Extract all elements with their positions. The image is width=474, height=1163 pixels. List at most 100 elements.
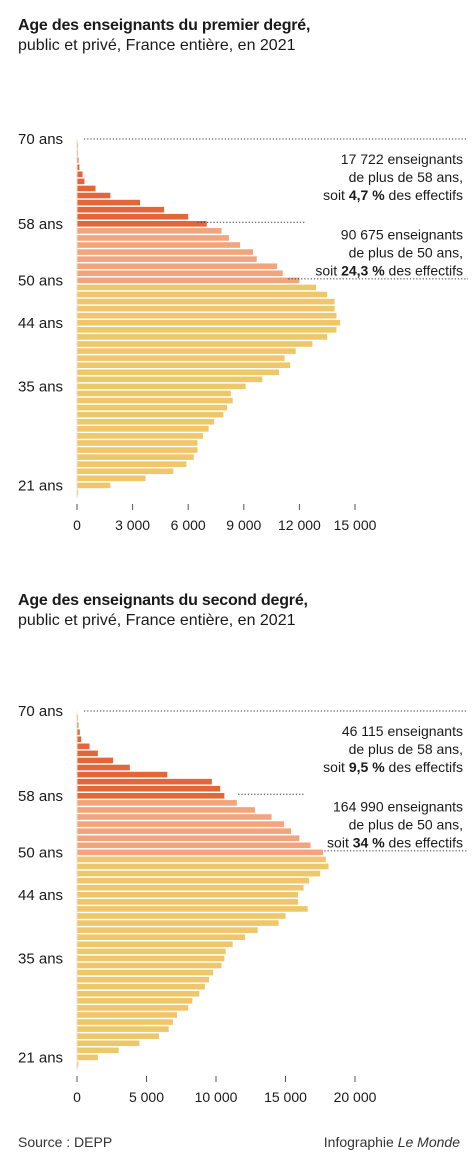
chart2-bar-age-28 [77,1005,189,1011]
chart1-bar-age-24 [77,461,187,467]
chart2-bar-age-33 [77,969,214,976]
chart2-subtitle: public et privé, France entière, en 2021 [18,612,296,629]
chart2-y-tick-label-50: 50 ans [18,844,63,861]
chart2-header: Age des enseignants du second degré, pub… [18,591,468,631]
chart2-bar-age-27 [77,1012,178,1018]
chart2-bar-age-54 [77,821,285,827]
chart1-bar-age-40 [77,348,296,354]
chart1-header: Age des enseignants du premier degré, pu… [18,16,468,56]
chart1-annotation-1-line-2: de plus de 58 ans, [349,169,463,185]
chart2-bar-age-30 [77,990,200,997]
chart2-bar-age-36 [77,948,226,955]
chart1-bar-age-20 [77,489,79,496]
chart1-annotation-2-suffix: des effectifs [385,262,463,278]
chart2-bar-age-40 [77,920,279,926]
chart2-bar-age-62 [77,764,130,771]
chart2-x-tick-label-15000: 15 000 [264,1089,307,1105]
chart1-bar-age-48 [77,291,328,298]
chart2-annotation-2-line-1: 164 990 enseignants [333,798,463,814]
chart1-y-tick-label-58: 58 ans [18,216,63,233]
chart2-bar-age-58 [77,793,225,799]
chart2-bar-age-48 [77,863,329,870]
chart2-bar-age-31 [77,983,205,990]
chart1-bar-age-63 [77,185,96,192]
chart1-bar-age-33 [77,397,233,404]
chart1-annotation-2: 90 675 enseignants de plus de 50 ans, soit… [315,226,463,278]
chart2-bar-age-39 [77,927,258,933]
chart1-bar-age-66 [77,164,80,171]
chart2-y-tick-label-35: 35 ans [18,950,63,967]
chart2-bar-age-35 [77,955,225,962]
chart2-bar-age-68 [77,722,79,728]
chart2-teachers-secondary: 70 ans 58 ans 50 ans 44 ans 35 ans 21 ans 46 1… [18,703,468,1105]
chart1-x-tick-label-15000: 15 000 [334,517,377,533]
chart1-bar-age-51 [77,270,283,277]
chart1-y-tick-label-50: 50 ans [18,272,63,289]
chart2-annotation-1: 46 115 enseignants de plus de 58 ans, soit… [323,723,463,775]
chart2-x-tick-label-5000: 5 000 [129,1089,164,1105]
chart1-bar-age-37 [77,369,280,376]
chart2-annotation-2-suffix: des effectifs [385,834,463,850]
chart1-bar-age-46 [77,305,335,312]
chart1-bar-age-26 [77,447,198,453]
chart1-bar-age-53 [77,256,257,262]
chart1-annotation-1-suffix: des effectifs [385,187,463,203]
chart2-title: Age des enseignants du second degré, [18,592,308,609]
chart1-bar-age-27 [77,440,198,446]
chart1-bar-age-47 [77,298,335,305]
chart2-bar-age-29 [77,998,193,1004]
chart1-bar-age-60 [77,206,165,213]
chart2-x-tick-label-10000: 10 000 [195,1089,238,1105]
chart1-title: Age des enseignants du premier degré, [18,17,311,34]
chart1-bar-age-55 [77,242,241,248]
chart1-bar-age-36 [77,376,263,383]
chart1-bar-age-50 [77,277,300,284]
chart1-annotation-1-line-1: 17 722 enseignants [341,151,463,167]
chart1-x-tick-label-3000: 3 000 [115,517,150,533]
chart1-bar-age-67 [77,157,79,163]
chart2-bar-age-44 [77,891,299,898]
chart2-bar-age-50 [77,849,324,856]
chart2-bar-age-43 [77,899,299,905]
chart1-bar-age-41 [77,341,313,347]
chart1-bar-age-57 [77,228,222,234]
chart1-teachers-primary: 70 ans 58 ans 50 ans 44 ans 35 ans 21 ans 17 7… [18,131,468,533]
chart2-bar-age-52 [77,835,300,842]
chart2-annotation-2: 164 990 enseignants de plus de 50 ans, soi… [327,798,463,850]
chart2-bar-age-47 [77,870,321,877]
chart1-bar-age-44 [77,319,341,326]
chart1-annotation-1-prefix: soit [323,187,349,203]
chart1-bar-age-56 [77,235,229,241]
credit-note: Infographie Le Monde [324,1134,460,1150]
chart1-annotation-2-prefix: soit [315,262,341,278]
chart1-y-tick-label-21: 21 ans [18,477,63,494]
chart2-bar-age-26 [77,1019,173,1025]
chart2-bar-age-45 [77,884,304,891]
chart1-bar-age-38 [77,362,291,368]
chart1-bar-age-30 [77,418,215,425]
chart2-x-tick-label-0: 0 [73,1089,81,1105]
chart2-bar-age-22 [77,1047,119,1054]
chart2-y-tick-label-70: 70 ans [18,703,63,720]
chart1-bar-age-54 [77,249,254,255]
chart2-bar-age-21 [77,1054,98,1061]
chart1-bar-age-52 [77,263,278,270]
chart2-bar-age-38 [77,934,246,940]
chart2-bar-age-20 [77,1061,79,1068]
chart2-annotation-1-line-1: 46 115 enseignants [342,723,463,739]
chart2-bar-age-32 [77,976,210,983]
credit-italic: Le Monde [397,1134,460,1150]
chart1-bar-age-58 [77,221,207,227]
chart1-bar-age-23 [77,468,174,475]
chart2-annotation-1-suffix: des effectifs [385,759,463,775]
chart1-annotation-1-bold: 4,7 % [349,187,385,203]
source-note: Source : DEPP [18,1134,113,1150]
chart2-annotation-2-bold: 34 % [353,834,385,850]
chart2-bar-age-60 [77,778,212,785]
chart1-annotation-2-line-1: 90 675 enseignants [341,226,463,242]
chart2-bar-age-42 [77,906,308,912]
chart2-annotation-2-line-2: de plus de 50 ans, [349,816,463,832]
chart2-bar-age-57 [77,800,237,806]
chart2-annotation-1-bold: 9,5 % [349,759,385,775]
chart2-bar-age-55 [77,814,272,820]
